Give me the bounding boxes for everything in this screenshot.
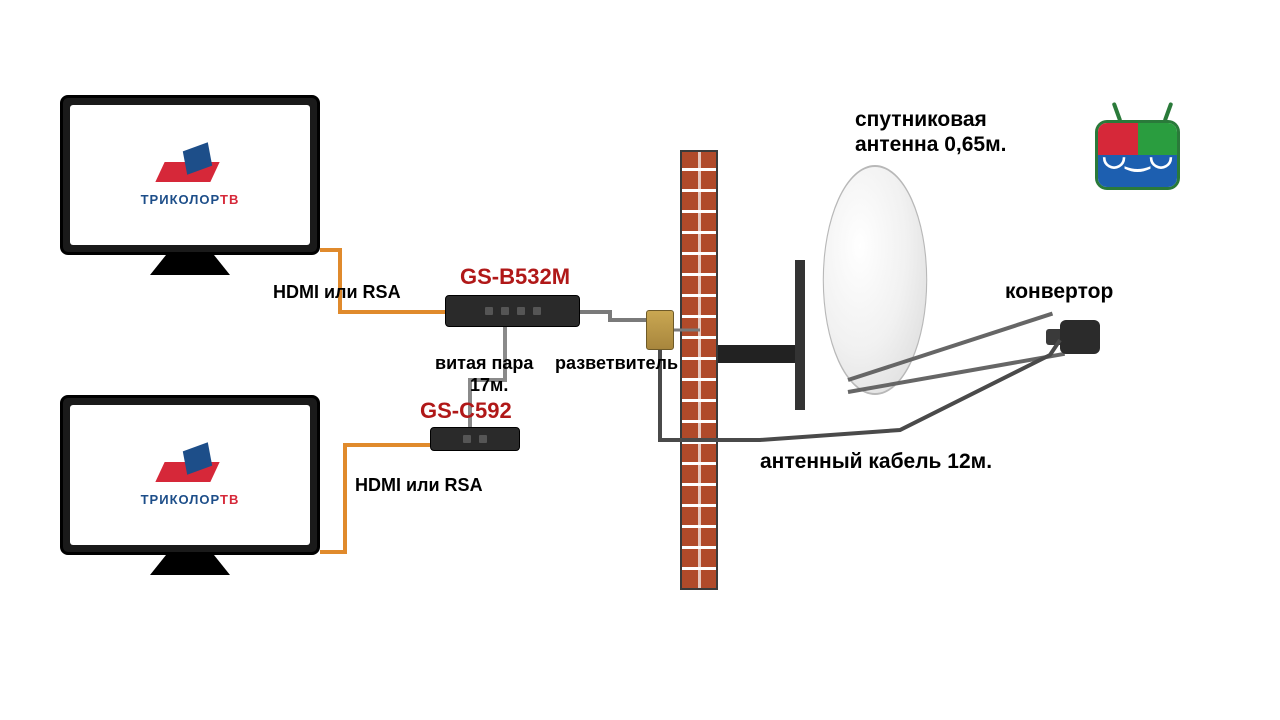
dish-mount	[718, 345, 798, 363]
label-converter: конвертор	[1005, 280, 1113, 304]
label-antenna2: антенна 0,65м.	[855, 133, 1006, 157]
wall-icon	[680, 150, 718, 590]
logo-tricolor: ТРИКОЛОР	[141, 192, 220, 207]
label-cable: антенный кабель 12м.	[760, 450, 992, 474]
receiver-client	[430, 427, 520, 451]
dish-pole	[795, 260, 805, 410]
label-twisted: витая пара	[435, 353, 533, 374]
logo-tb: ТВ	[220, 492, 239, 507]
tricolor-logo-icon: ТРИКОЛОРТВ	[141, 444, 240, 507]
tv-bottom: ТРИКОЛОРТВ	[60, 395, 320, 575]
splitter-icon	[646, 310, 674, 350]
receiver-main	[445, 295, 580, 327]
label-receiver1: GS-B532M	[460, 264, 570, 290]
tv-top: ТРИКОЛОРТВ	[60, 95, 320, 275]
label-hdmi-top: HDMI или RSA	[273, 282, 401, 303]
label-antenna1: спутниковая	[855, 108, 987, 132]
mascot-icon: ◡‿◡	[1095, 120, 1190, 215]
logo-tricolor: ТРИКОЛОР	[141, 492, 220, 507]
label-splitter: разветвитель	[555, 353, 678, 374]
label-twisted-len: 17м.	[470, 375, 508, 396]
logo-tb: ТВ	[220, 192, 239, 207]
label-hdmi-bottom: HDMI или RSA	[355, 475, 483, 496]
label-receiver2: GS-C592	[420, 398, 512, 424]
tricolor-logo-icon: ТРИКОЛОРТВ	[141, 144, 240, 207]
lnb-converter-icon	[1060, 320, 1100, 354]
